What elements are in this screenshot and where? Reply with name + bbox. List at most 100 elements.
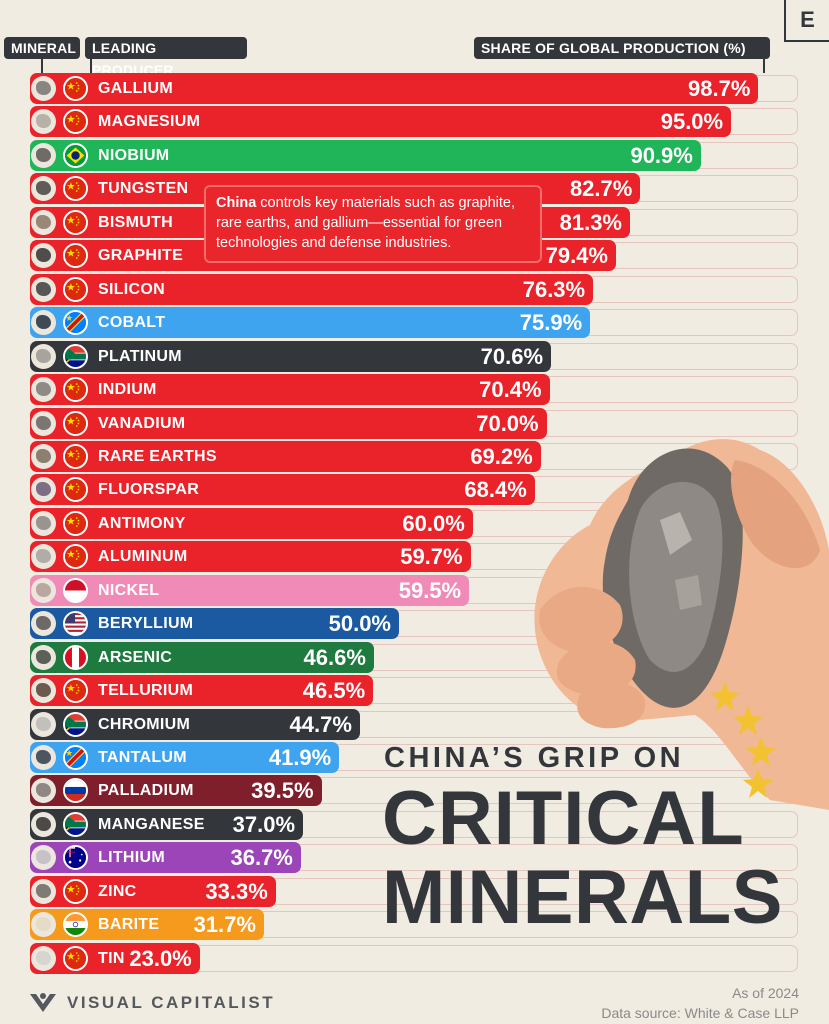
drc-flag-icon xyxy=(63,745,88,770)
bismuth-mineral-icon xyxy=(31,209,56,235)
visual-capitalist-logo-icon xyxy=(30,993,56,1012)
value-label-fluorspar: 68.4% xyxy=(464,477,527,503)
value-label-beryllium: 50.0% xyxy=(328,611,391,637)
mineral-label-cobalt: COBALT xyxy=(98,314,166,332)
mineral-label-arsenic: ARSENIC xyxy=(98,648,173,666)
value-label-antimony: 60.0% xyxy=(402,510,465,536)
value-label-cobalt: 75.9% xyxy=(519,310,583,336)
bar-platinum xyxy=(30,340,552,372)
value-label-lithium: 36.7% xyxy=(230,845,293,871)
china-flag-icon xyxy=(63,109,88,135)
rock-icon xyxy=(36,114,51,129)
zinc-mineral-icon xyxy=(31,878,56,904)
rock-icon xyxy=(36,248,51,263)
bar-magnesium xyxy=(30,106,732,138)
bar-antimony xyxy=(30,507,473,539)
rock-icon xyxy=(36,214,51,229)
title-line-1: CHINA’S GRIP ON xyxy=(384,742,685,774)
mineral-label-zinc: ZINC xyxy=(98,882,137,900)
china-callout: China controls key materials such as gra… xyxy=(204,185,542,263)
value-label-chromium: 44.7% xyxy=(289,711,352,737)
mineral-label-aluminum: ALUMINUM xyxy=(98,548,188,566)
rock-icon xyxy=(36,315,51,330)
south-africa-flag-icon xyxy=(63,711,88,737)
china-flag-icon xyxy=(63,945,88,971)
india-flag-icon xyxy=(63,912,88,938)
mineral-label-platinum: PLATINUM xyxy=(98,347,182,365)
value-label-manganese: 37.0% xyxy=(232,811,296,837)
cobalt-mineral-icon xyxy=(31,310,56,336)
mineral-label-chromium: CHROMIUM xyxy=(98,715,191,733)
mineral-label-indium: INDIUM xyxy=(98,381,157,399)
footer-brand: VISUAL CAPITALIST xyxy=(67,993,276,1012)
value-label-graphite: 79.4% xyxy=(545,243,608,269)
header-producer-pointer xyxy=(90,59,92,73)
lithium-mineral-icon xyxy=(31,845,56,871)
mineral-label-antimony: ANTIMONY xyxy=(98,514,186,532)
mineral-label-fluorspar: FLUORSPAR xyxy=(98,481,200,499)
tungsten-mineral-icon xyxy=(31,176,56,202)
mineral-label-niobium: NIOBIUM xyxy=(98,146,170,164)
palladium-mineral-icon xyxy=(31,778,56,804)
bar-tin xyxy=(30,942,200,974)
bar-cobalt xyxy=(30,307,591,339)
bar-aluminum xyxy=(30,541,471,573)
rock-icon xyxy=(36,281,51,296)
rock-icon xyxy=(36,683,51,698)
header-leading-producer: LEADING PRODUCER xyxy=(85,37,247,78)
header-share-pointer xyxy=(763,59,765,73)
russia-flag-icon xyxy=(63,778,88,804)
antimony-mineral-icon xyxy=(31,510,56,536)
bar-vanadium xyxy=(30,407,547,439)
value-label-tellurium: 46.5% xyxy=(302,678,366,704)
mineral-label-tantalum: TANTALUM xyxy=(98,749,187,766)
tellurium-mineral-icon xyxy=(31,678,56,704)
china-flag-icon xyxy=(63,276,88,302)
aluminum-mineral-icon xyxy=(31,544,56,570)
south-africa-flag-icon xyxy=(63,343,88,369)
bar-niobium xyxy=(30,139,701,171)
gallium-mineral-icon xyxy=(31,76,56,101)
bar-silicon xyxy=(30,273,594,305)
value-label-indium: 70.4% xyxy=(479,377,542,403)
australia-flag-icon xyxy=(63,845,88,871)
rock-icon xyxy=(36,181,51,196)
value-label-barite: 31.7% xyxy=(193,912,256,938)
value-label-tungsten: 82.7% xyxy=(569,176,633,202)
mineral-label-graphite: GRAPHITE xyxy=(98,247,184,265)
rock-icon xyxy=(36,582,51,597)
hand-holding-rock-illustration xyxy=(534,439,829,810)
south-africa-flag-icon xyxy=(63,811,88,837)
bar-rare-earths xyxy=(30,440,541,472)
mineral-label-gallium: GALLIUM xyxy=(98,80,173,97)
brazil-flag-icon xyxy=(63,142,88,168)
mineral-label-beryllium: BERYLLIUM xyxy=(98,615,194,633)
china-flag-icon xyxy=(63,243,88,269)
mineral-label-tungsten: TUNGSTEN xyxy=(98,180,189,198)
rock-icon xyxy=(36,883,51,898)
bar-fluorspar xyxy=(30,474,535,506)
bar-indium xyxy=(30,374,550,406)
magnesium-mineral-icon xyxy=(31,109,56,135)
china-flag-icon xyxy=(63,878,88,904)
rock-icon xyxy=(36,482,51,497)
value-label-nickel: 59.5% xyxy=(398,577,462,603)
header-mineral-pointer xyxy=(41,59,43,73)
mineral-label-tellurium: TELLURIUM xyxy=(98,682,194,700)
mineral-label-lithium: LITHIUM xyxy=(98,849,165,867)
header-share: SHARE OF GLOBAL PRODUCTION (%) xyxy=(474,37,770,59)
header-mineral: MINERAL xyxy=(4,37,80,59)
title-line-2: CRITICAL xyxy=(382,776,745,861)
brand-logo: E xyxy=(784,0,829,42)
drc-flag-icon xyxy=(63,310,88,336)
rock-icon xyxy=(36,348,51,363)
indium-mineral-icon xyxy=(31,377,56,403)
rock-icon xyxy=(36,382,51,397)
rock-icon xyxy=(36,616,51,631)
china-flag-icon xyxy=(63,176,88,202)
callout-text: controls key materials such as graphite,… xyxy=(216,195,515,251)
rock-icon xyxy=(36,816,51,831)
value-label-niobium: 90.9% xyxy=(630,142,693,168)
peru-flag-icon xyxy=(63,644,88,670)
rock-icon xyxy=(36,415,51,430)
